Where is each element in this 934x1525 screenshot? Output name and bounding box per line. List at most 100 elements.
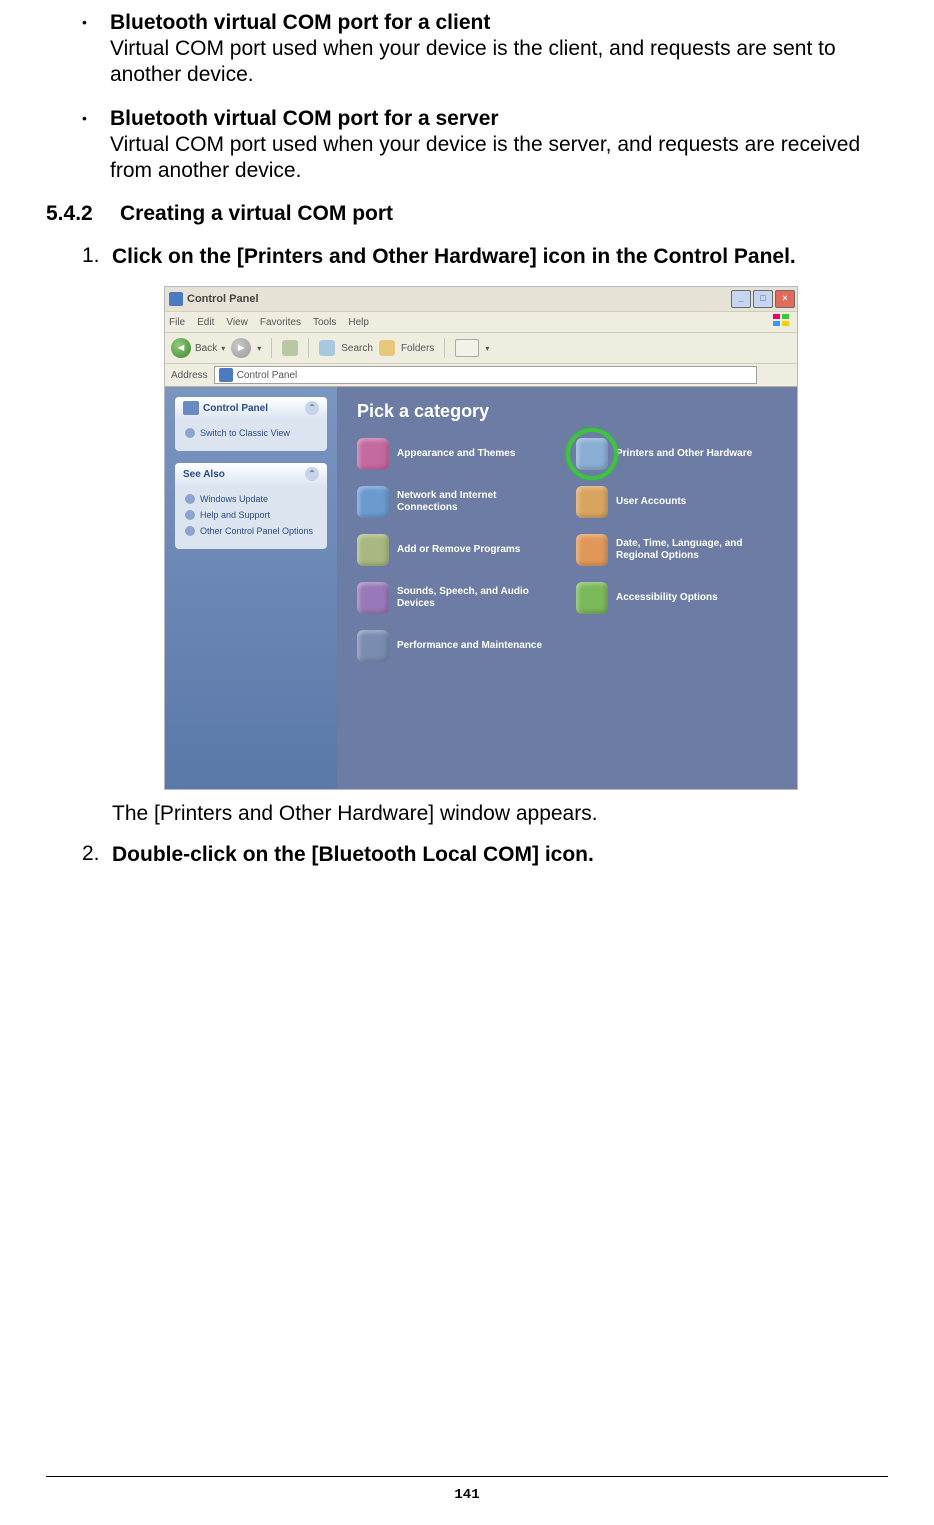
address-icon: [219, 368, 233, 382]
menu-favorites[interactable]: Favorites: [260, 317, 301, 328]
category-item[interactable]: Add or Remove Programs: [357, 534, 558, 566]
main-heading: Pick a category: [357, 401, 777, 422]
forward-dropdown-icon[interactable]: ▾: [257, 344, 261, 353]
help-support-link[interactable]: Help and Support: [185, 507, 317, 523]
side-item-label: Switch to Classic View: [200, 428, 290, 438]
category-item[interactable]: Performance and Maintenance: [357, 630, 558, 662]
bullet-title: Bluetooth virtual COM port for a client: [110, 10, 490, 36]
address-value: Control Panel: [237, 370, 298, 381]
windows-update-link[interactable]: Windows Update: [185, 491, 317, 507]
forward-button[interactable]: ►: [231, 338, 251, 358]
link-icon: [185, 526, 195, 536]
collapse-icon[interactable]: ⌃: [305, 467, 319, 481]
side-box-title: See Also: [183, 469, 225, 480]
window-title: Control Panel: [187, 293, 259, 305]
bullet-item: • Bluetooth virtual COM port for a clien…: [82, 10, 888, 88]
bullet-marker: •: [82, 106, 110, 130]
category-icon: [576, 534, 608, 566]
result-text: The [Printers and Other Hardware] window…: [112, 802, 888, 826]
back-button[interactable]: ◄ Back ▾: [171, 338, 225, 358]
category-item[interactable]: Date, Time, Language, and Regional Optio…: [576, 534, 777, 566]
step-item: 1. Click on the [Printers and Other Hard…: [82, 244, 888, 270]
section-title: Creating a virtual COM port: [120, 202, 393, 226]
windows-flag-icon: [773, 314, 791, 328]
category-label: Date, Time, Language, and Regional Optio…: [616, 538, 777, 562]
category-label: User Accounts: [616, 496, 686, 508]
link-icon: [185, 494, 195, 504]
category-icon: [357, 582, 389, 614]
client-area: Control Panel ⌃ Switch to Classic View S…: [165, 387, 797, 789]
window-icon: [169, 292, 183, 306]
category-label: Appearance and Themes: [397, 448, 515, 460]
side-box-control-panel: Control Panel ⌃ Switch to Classic View: [175, 397, 327, 451]
highlight-ring: [566, 428, 618, 480]
category-item[interactable]: Sounds, Speech, and Audio Devices: [357, 582, 558, 614]
bullet-description: Virtual COM port used when your device i…: [110, 36, 888, 88]
window-titlebar[interactable]: Control Panel _ □ ×: [165, 287, 797, 312]
side-box-header[interactable]: See Also ⌃: [175, 463, 327, 485]
bullet-item: • Bluetooth virtual COM port for a serve…: [82, 106, 888, 184]
step-number: 1.: [82, 244, 112, 270]
main-panel: Pick a category Appearance and Themes Pri…: [337, 387, 797, 789]
address-label: Address: [171, 370, 208, 381]
side-box-see-also: See Also ⌃ Windows Update Help and Suppo…: [175, 463, 327, 549]
category-icon: [357, 438, 389, 470]
step-number: 2.: [82, 842, 112, 868]
menu-help[interactable]: Help: [348, 317, 369, 328]
section-number: 5.4.2: [46, 202, 120, 226]
category-icon: [357, 486, 389, 518]
search-label[interactable]: Search: [341, 343, 373, 354]
category-item[interactable]: User Accounts: [576, 486, 777, 518]
category-label: Accessibility Options: [616, 592, 718, 604]
back-label: Back: [195, 343, 217, 354]
maximize-button[interactable]: □: [753, 290, 773, 308]
folders-icon[interactable]: [379, 340, 395, 356]
search-icon[interactable]: [319, 340, 335, 356]
category-label: Sounds, Speech, and Audio Devices: [397, 586, 558, 610]
category-label: Add or Remove Programs: [397, 544, 520, 556]
category-icon: [576, 486, 608, 518]
control-panel-icon: [183, 401, 199, 415]
category-label: Printers and Other Hardware: [616, 448, 752, 460]
back-dropdown-icon[interactable]: ▾: [221, 344, 225, 353]
close-button[interactable]: ×: [775, 290, 795, 308]
switch-classic-view-link[interactable]: Switch to Classic View: [185, 425, 317, 441]
back-icon: ◄: [171, 338, 191, 358]
address-bar: Address Control Panel: [165, 364, 797, 387]
views-button[interactable]: [455, 339, 479, 357]
page-number: 141: [0, 1487, 934, 1503]
address-field[interactable]: Control Panel: [214, 366, 757, 384]
category-item[interactable]: Printers and Other Hardware: [576, 438, 777, 470]
category-item[interactable]: Network and Internet Connections: [357, 486, 558, 518]
side-box-title: Control Panel: [203, 403, 268, 414]
menu-bar: File Edit View Favorites Tools Help: [165, 312, 797, 333]
folders-label[interactable]: Folders: [401, 343, 434, 354]
bullet-description: Virtual COM port used when your device i…: [110, 132, 888, 184]
category-grid: Appearance and Themes Printers and Other …: [357, 438, 777, 662]
bullet-marker: •: [82, 10, 110, 34]
minimize-button[interactable]: _: [731, 290, 751, 308]
link-icon: [185, 428, 195, 438]
category-icon: [357, 534, 389, 566]
other-options-link[interactable]: Other Control Panel Options: [185, 523, 317, 539]
category-item[interactable]: Accessibility Options: [576, 582, 777, 614]
side-box-header[interactable]: Control Panel ⌃: [175, 397, 327, 419]
menu-file[interactable]: File: [169, 317, 185, 328]
toolbar: ◄ Back ▾ ► ▾ Search Folders ▾: [165, 333, 797, 364]
link-icon: [185, 510, 195, 520]
collapse-icon[interactable]: ⌃: [305, 401, 319, 415]
menu-view[interactable]: View: [226, 317, 248, 328]
side-item-label: Help and Support: [200, 510, 270, 520]
category-item[interactable]: Appearance and Themes: [357, 438, 558, 470]
side-item-label: Windows Update: [200, 494, 268, 504]
category-label: Performance and Maintenance: [397, 640, 542, 652]
side-panel: Control Panel ⌃ Switch to Classic View S…: [165, 387, 337, 789]
document-page: • Bluetooth virtual COM port for a clien…: [0, 0, 934, 1525]
bullet-title: Bluetooth virtual COM port for a server: [110, 106, 499, 132]
menu-tools[interactable]: Tools: [313, 317, 336, 328]
views-dropdown-icon[interactable]: ▾: [485, 344, 489, 353]
up-icon[interactable]: [282, 340, 298, 356]
menu-edit[interactable]: Edit: [197, 317, 214, 328]
category-icon: [357, 630, 389, 662]
control-panel-window: Control Panel _ □ × File Edit View Favor…: [164, 286, 798, 790]
